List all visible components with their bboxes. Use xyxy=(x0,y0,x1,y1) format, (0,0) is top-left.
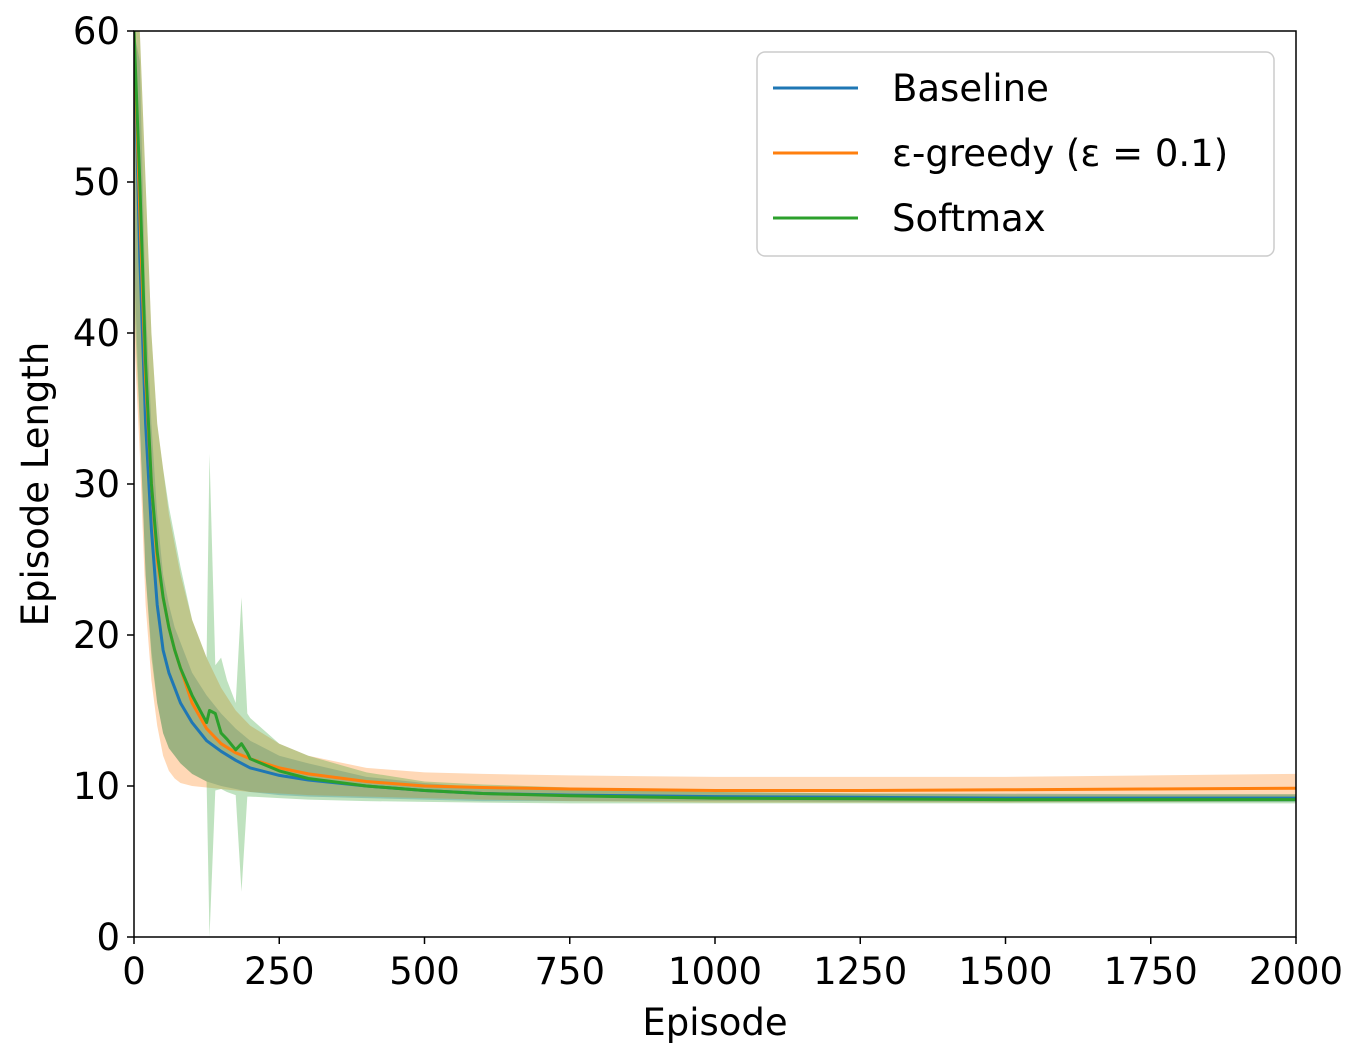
y-tick-label: 40 xyxy=(73,312,120,355)
softmax-legend-label: Softmax xyxy=(892,197,1046,240)
y-tick-label: 50 xyxy=(73,161,120,204)
x-tick-label: 1000 xyxy=(668,950,762,993)
greedy-0-1-legend-label: ε-greedy (ε = 0.1) xyxy=(892,132,1228,175)
x-tick-label: 2000 xyxy=(1249,950,1343,993)
y-tick-label: 20 xyxy=(73,614,120,657)
legend: Baseline ε-greedy (ε = 0.1) Softmax xyxy=(756,51,1275,257)
x-axis: 0 250 500 750 1000 1250 1500 1750 2000 xyxy=(122,937,1343,993)
x-tick-label: 1250 xyxy=(813,950,907,993)
x-tick-label: 250 xyxy=(244,950,315,993)
y-tick-label: 60 xyxy=(73,10,120,53)
x-tick-label: 750 xyxy=(534,950,605,993)
y-tick-label: 10 xyxy=(73,765,120,808)
y-axis-label: Episode Length xyxy=(14,342,57,627)
softmax-line xyxy=(134,31,1296,802)
x-tick-label: 1750 xyxy=(1104,950,1198,993)
series-lines xyxy=(134,31,1296,802)
y-axis: 0 10 20 30 40 50 60 xyxy=(73,10,134,959)
baseline-legend-label: Baseline xyxy=(892,67,1049,110)
x-tick-label: 0 xyxy=(122,950,146,993)
y-tick-label: 0 xyxy=(96,916,120,959)
y-tick-label: 30 xyxy=(73,463,120,506)
legend-box xyxy=(756,51,1275,257)
x-tick-label: 500 xyxy=(389,950,460,993)
x-tick-label: 1500 xyxy=(958,950,1052,993)
x-axis-label: Episode xyxy=(642,1001,787,1044)
